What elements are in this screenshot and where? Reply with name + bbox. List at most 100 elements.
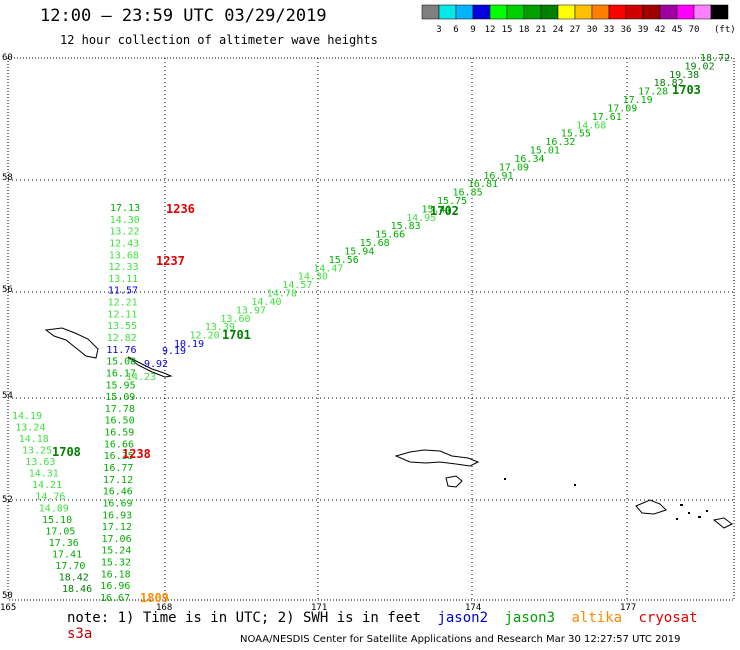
wave-height-label: 14.76: [35, 492, 65, 503]
wave-height-label: 18.72: [700, 53, 730, 64]
wave-height-label: 17.78: [105, 404, 135, 415]
footer-note: note: 1) Time is in UTC; 2) SWH is in fe…: [67, 610, 740, 642]
wave-height-label: 16.35: [104, 451, 134, 462]
legend-tick: 36: [621, 25, 632, 35]
wave-height-label: 15.95: [106, 380, 136, 391]
track-1236-labels: 17.1314.3013.2212.4313.6812.3313.1111.57…: [100, 203, 140, 604]
time-tag-1236: 1236: [166, 202, 195, 216]
wave-height-label: 14.23: [126, 372, 156, 383]
legend-swatch: [710, 4, 729, 20]
wave-height-label: 13.25: [22, 446, 52, 457]
legend-s3a: s3a: [67, 626, 93, 642]
wave-height-label: 14.21: [32, 480, 62, 491]
wave-height-label: 16.34: [514, 154, 544, 165]
wave-height-label: 16.66: [104, 439, 134, 450]
legend-cryosat: cryosat: [638, 610, 698, 626]
lon-label-168: 168: [156, 603, 172, 613]
land-masses: [44, 327, 733, 529]
legend-tick: 6: [453, 25, 458, 35]
wave-height-label: 14.78: [267, 289, 297, 300]
wave-height-label: 12.11: [107, 309, 137, 320]
wave-height-label: 16.93: [102, 510, 132, 521]
legend-tick: 18: [519, 25, 530, 35]
legend-tick: 30: [587, 25, 598, 35]
wave-height-label: 17.41: [52, 549, 82, 560]
wave-height-label: 17.70: [55, 561, 85, 572]
wave-height-label: 15.10: [42, 515, 72, 526]
wave-height-label: 13.68: [109, 250, 139, 261]
lat-lon-grid: [8, 58, 734, 600]
wave-height-label: 15.66: [375, 230, 405, 241]
wave-height-label: 14.30: [298, 272, 328, 283]
wave-height-label: 16.81: [468, 179, 498, 190]
lon-label-171: 171: [311, 603, 327, 613]
lon-label-165: 165: [0, 603, 16, 613]
wave-height-label: 14.40: [251, 297, 281, 308]
bering-island: [44, 327, 99, 359]
map-title: 12:00 – 23:59 UTC 03/29/2019: [40, 6, 327, 26]
wave-height-label: 16.18: [101, 569, 131, 580]
wave-height-label: 16.32: [545, 137, 575, 148]
legend-tick: 9: [470, 25, 475, 35]
wave-height-label: 17.09: [607, 104, 637, 115]
wave-height-label: 15.55: [561, 129, 591, 140]
wave-height-label: 12.20: [190, 331, 220, 342]
wave-height-label: 17.09: [499, 162, 529, 173]
wave-height-label: 16.96: [100, 581, 130, 592]
wave-height-label: 18.82: [654, 78, 684, 89]
wave-height-label: 15.41: [422, 204, 452, 215]
wave-height-label: 17.28: [638, 87, 668, 98]
legend-jason3: jason3: [504, 610, 556, 626]
legend-jason2: jason2: [437, 610, 489, 626]
wave-height-label: 16.46: [103, 487, 133, 498]
map-frame: [7, 57, 735, 601]
wave-height-label: 13.60: [220, 314, 250, 325]
map-subtitle: 12 hour collection of altimeter wave hei…: [60, 33, 378, 47]
wave-height-label: 15.68: [360, 238, 390, 249]
wave-height-label: 12.33: [109, 262, 139, 273]
small-islets: [504, 478, 708, 520]
rat-islands: [635, 499, 667, 515]
lat-label-50: 50: [2, 591, 13, 601]
legend-tick: 33: [604, 25, 615, 35]
legend-tick: 24: [553, 25, 564, 35]
wave-height-label: 15.01: [530, 146, 560, 157]
near-islands: [394, 449, 480, 467]
wave-height-label: 16.85: [453, 188, 483, 199]
wave-height-label: 14.19: [12, 411, 42, 422]
wave-height-label: 12.21: [108, 298, 138, 309]
wave-height-label: 14.95: [406, 213, 436, 224]
time-tag-1703: 1703: [672, 83, 701, 97]
time-tag-1708: 1708: [52, 445, 81, 459]
wave-height-label: 13.11: [108, 274, 138, 285]
legend-tick: 21: [536, 25, 547, 35]
wave-height-label: 14.68: [576, 120, 606, 131]
wave-height-label: 19.02: [685, 61, 715, 72]
wave-height-label: 13.55: [107, 321, 137, 332]
wave-height-label: 10.19: [174, 339, 204, 350]
legend-tick: 70: [689, 25, 700, 35]
lat-label-52: 52: [2, 495, 13, 505]
note-text: note: 1) Time is in UTC; 2) SWH is in fe…: [67, 610, 422, 626]
wave-height-label: 19.38: [669, 70, 699, 81]
wave-height-label: 17.61: [592, 112, 622, 123]
wave-height-label: 17.06: [102, 534, 132, 545]
lat-label-56: 56: [2, 285, 13, 295]
legend-tick: 45: [672, 25, 683, 35]
wave-height-label: 14.57: [282, 280, 312, 291]
wave-height-label: 11.76: [106, 345, 136, 356]
legend-tick: 15: [502, 25, 513, 35]
time-tag-1701: 1701: [222, 328, 251, 342]
wave-height-label: 16.77: [103, 463, 133, 474]
wave-height-label: 9.92: [144, 359, 168, 370]
track-1701-labels: 10.1912.2013.3913.6013.9714.4014.7814.57…: [174, 53, 730, 350]
shemya-island: [445, 475, 463, 488]
wave-height-label: 14.30: [110, 215, 140, 226]
wave-height-label: 18.42: [59, 573, 89, 584]
legend-tick: 42: [655, 25, 666, 35]
legend-tick: 3: [436, 25, 441, 35]
wave-height-label: 11.57: [108, 286, 138, 297]
wave-height-label: 14.47: [313, 263, 343, 274]
wave-height-label: 15.56: [329, 255, 359, 266]
